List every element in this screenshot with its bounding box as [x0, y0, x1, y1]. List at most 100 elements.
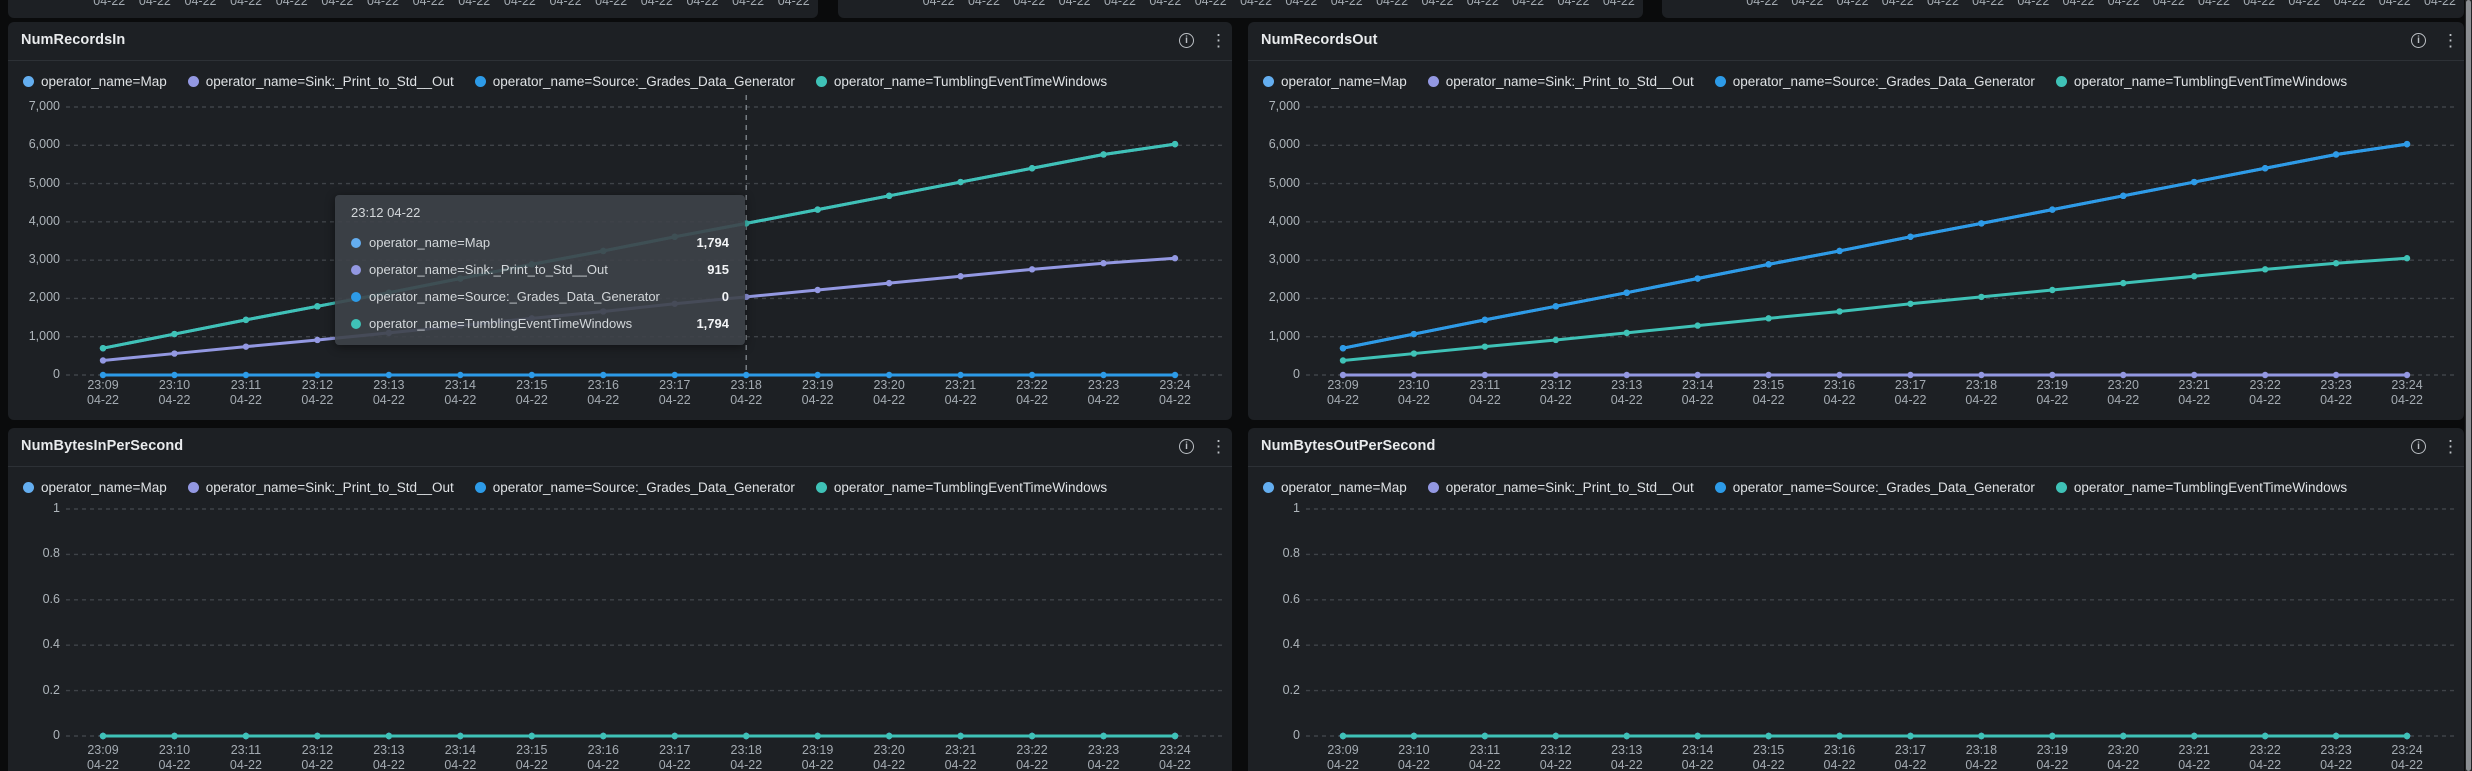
legend-item-label: operator_name=Sink:_Print_to_Std__Out — [1445, 479, 1694, 495]
data-point-marker — [1552, 732, 1559, 740]
data-point-marker — [1028, 732, 1036, 740]
data-point-marker — [1410, 350, 1418, 357]
legend-dot-icon — [474, 75, 486, 87]
legend-item[interactable]: operator_name=Map — [23, 74, 167, 89]
data-point-marker — [171, 732, 178, 740]
scrollbar-thumb[interactable] — [2466, 0, 2471, 771]
legend-item[interactable]: operator_name=Source:_Grades_Data_Genera… — [1714, 74, 2035, 89]
panel-header: NumBytesInPerSecond — [8, 428, 1232, 466]
panel-header: NumRecordsOut — [1248, 22, 2464, 60]
panel-title: NumBytesInPerSecond — [21, 438, 184, 454]
x-axis-label: 23:23 04-22 — [2320, 378, 2353, 407]
data-point-marker — [242, 732, 250, 740]
x-axis-label: 23:10 04-22 — [1397, 378, 1430, 407]
x-axis-label: 23:20 04-22 — [2107, 743, 2140, 771]
legend-item[interactable]: operator_name=Source:_Grades_Data_Genera… — [474, 73, 795, 89]
legend-item[interactable]: operator_name=Map — [1263, 74, 1407, 89]
info-icon[interactable] — [2411, 33, 2426, 48]
data-point-marker — [2049, 206, 2056, 213]
data-point-marker — [1171, 732, 1179, 740]
x-axis-date-label: 04-22 — [1557, 0, 1590, 8]
data-point-marker — [2049, 732, 2056, 740]
kebab-menu-icon[interactable] — [2442, 439, 2450, 454]
x-axis-date-label: 04-22 — [138, 0, 171, 8]
data-point-marker — [1907, 300, 1914, 307]
x-axis-date-label: 04-22 — [922, 0, 955, 8]
legend-item-label: operator_name=Source:_Grades_Data_Genera… — [492, 73, 795, 89]
panel-title: NumBytesOutPerSecond — [1261, 438, 1436, 454]
info-icon[interactable] — [2411, 439, 2426, 454]
panel-header: NumRecordsIn — [8, 22, 1232, 60]
legend-item[interactable]: operator_name=Source:_Grades_Data_Genera… — [474, 480, 795, 495]
data-point-marker — [2403, 140, 2411, 148]
data-point-marker — [2403, 732, 2411, 740]
legend-item[interactable]: operator_name=Source:_Grades_Data_Genera… — [1714, 480, 2035, 495]
data-point-marker — [1028, 165, 1036, 172]
data-point-marker — [1100, 732, 1107, 740]
data-point-marker — [2120, 732, 2127, 740]
legend-item-label: operator_name=TumblingEventTimeWindows — [2073, 73, 2348, 89]
x-axis-date-label: 04-22 — [2423, 0, 2456, 8]
data-point-marker — [2403, 140, 2411, 148]
x-axis-date-label: 04-22 — [732, 0, 765, 8]
legend-item[interactable]: operator_name=TumblingEventTimeWindows — [815, 480, 1107, 495]
data-point-marker — [2403, 255, 2411, 262]
legend-dot-icon — [1427, 481, 1439, 493]
tooltip-series-dot-icon — [351, 318, 361, 329]
x-axis-date-label: 04-22 — [1881, 0, 1914, 8]
panel-num-bytes-out-per-second: NumBytesOutPerSecond operator_name=Mapop… — [1248, 428, 2464, 771]
data-point-marker — [242, 343, 250, 350]
tooltip-series-value: 1,794 — [696, 316, 729, 331]
legend-item[interactable]: operator_name=Map — [23, 480, 167, 495]
hover-tooltip: 23:12 04-22 operator_name=Map 1,794 operato… — [335, 195, 745, 345]
data-point-marker — [671, 732, 678, 740]
data-point-marker — [457, 732, 464, 740]
data-point-marker — [1623, 732, 1630, 740]
legend: operator_name=Map operator_name=Sink:_Pri… — [1263, 474, 2456, 500]
x-axis-date-label: 04-22 — [686, 0, 719, 8]
data-point-marker — [1339, 732, 1347, 740]
legend-dot-icon — [23, 481, 34, 493]
y-axis-label: 0.6 — [42, 591, 60, 606]
x-axis-label: 23:15 04-22 — [1752, 743, 1785, 771]
data-point-marker — [1028, 165, 1036, 172]
data-point-marker — [1481, 316, 1489, 324]
data-point-marker — [2403, 732, 2411, 740]
x-axis-label: 23:17 04-22 — [658, 743, 691, 771]
legend-dot-icon — [1427, 75, 1439, 87]
x-axis-label: 23:15 04-22 — [515, 743, 548, 771]
data-point-marker — [1765, 315, 1772, 322]
data-point-marker — [1694, 732, 1701, 740]
data-point-marker — [1100, 732, 1107, 740]
y-axis-label: 0.8 — [42, 546, 60, 561]
legend-item[interactable]: operator_name=Sink:_Print_to_Std__Out — [1427, 74, 1694, 89]
x-axis-date-label: 04-22 — [1512, 0, 1545, 8]
panel-header: NumBytesOutPerSecond — [1248, 428, 2464, 466]
legend-item[interactable]: operator_name=Sink:_Print_to_Std__Out — [187, 480, 454, 495]
data-point-marker — [1100, 732, 1107, 740]
y-axis-label: 3,000 — [28, 252, 60, 267]
legend-item[interactable]: operator_name=TumblingEventTimeWindows — [2055, 480, 2347, 495]
kebab-menu-icon[interactable] — [1210, 439, 1218, 454]
legend-item[interactable]: operator_name=TumblingEventTimeWindows — [2055, 73, 2348, 89]
legend-item[interactable]: operator_name=TumblingEventTimeWindows — [815, 74, 1107, 89]
x-axis-date-label: 04-22 — [93, 0, 126, 8]
info-icon[interactable] — [1179, 33, 1194, 48]
kebab-menu-icon[interactable] — [1210, 33, 1218, 48]
legend-item[interactable]: operator_name=Sink:_Print_to_Std__Out — [187, 73, 454, 89]
x-axis-label: 23:22 04-22 — [1016, 743, 1049, 771]
scrollbar-track[interactable] — [2465, 0, 2472, 771]
legend-dot-icon — [23, 75, 34, 87]
info-icon[interactable] — [1179, 439, 1194, 454]
data-point-marker — [99, 732, 107, 740]
x-axis-date-label: 04-22 — [503, 0, 536, 8]
data-point-marker — [1836, 732, 1843, 740]
legend-item-label: operator_name=Sink:_Print_to_Std__Out — [205, 73, 454, 89]
y-axis-label: 0.4 — [1282, 637, 1300, 652]
data-point-marker — [600, 732, 607, 740]
tooltip-series-label: operator_name=Source:_Grades_Data_Genera… — [369, 289, 660, 304]
data-point-marker — [743, 732, 750, 740]
legend-item[interactable]: operator_name=Map — [1263, 480, 1407, 495]
kebab-menu-icon[interactable] — [2442, 33, 2450, 48]
legend-item[interactable]: operator_name=Sink:_Print_to_Std__Out — [1427, 479, 1694, 495]
